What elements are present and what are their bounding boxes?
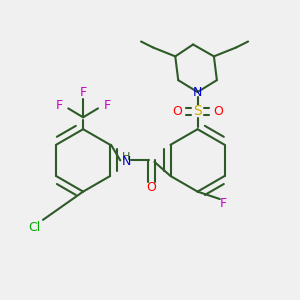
Text: Cl: Cl [28, 221, 40, 234]
Text: O: O [146, 181, 156, 194]
Text: O: O [213, 105, 223, 118]
Text: S: S [193, 104, 202, 118]
Text: F: F [103, 99, 110, 112]
Text: F: F [80, 85, 87, 98]
Text: F: F [56, 99, 63, 112]
Text: N: N [193, 85, 202, 98]
Text: H: H [122, 152, 130, 162]
Text: F: F [219, 197, 226, 210]
Text: O: O [172, 105, 182, 118]
Text: N: N [122, 155, 131, 168]
